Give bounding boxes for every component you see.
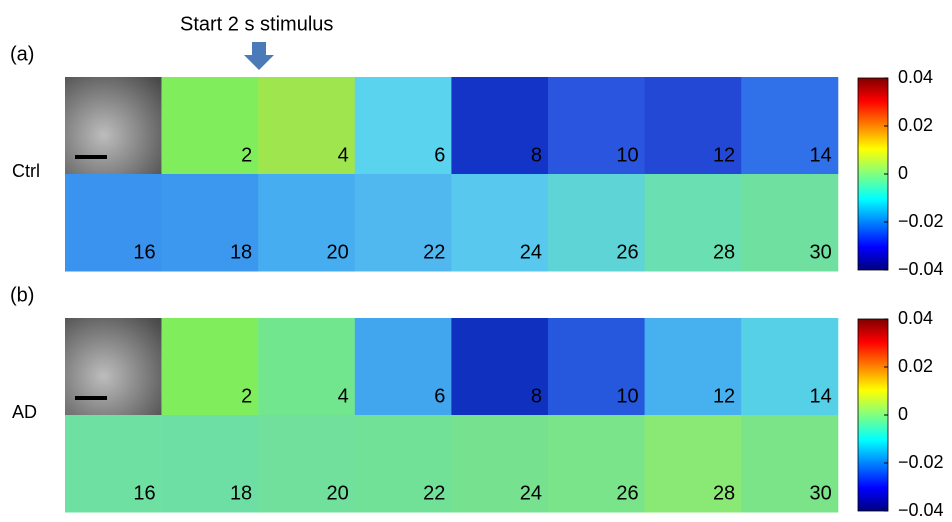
colorbar-tick-label: 0.04 [898, 308, 933, 328]
frame-label: 2 [241, 385, 252, 407]
reference-image [65, 318, 162, 415]
frame-image [548, 174, 646, 272]
frame-image [451, 318, 549, 416]
colorbar-tick-label: 0 [898, 404, 908, 424]
frame-label: 16 [133, 241, 155, 263]
frame-image [548, 415, 646, 513]
frame-label: 16 [133, 482, 155, 504]
row-label: Ctrl [12, 161, 40, 181]
frame-image [161, 77, 259, 175]
frame-label: 26 [616, 241, 638, 263]
frame-label: 6 [434, 385, 445, 407]
frame-image [161, 174, 259, 272]
frame-image [741, 77, 839, 175]
colorbar-tick-label: −0.04 [898, 500, 944, 517]
frame-image [548, 318, 646, 416]
colorbar-tick-label: −0.02 [898, 452, 944, 472]
frame-image [258, 318, 356, 416]
frame-image [354, 318, 452, 416]
colorbar-tick-label: −0.04 [898, 259, 944, 279]
frame-image [644, 318, 742, 416]
frame-label: 30 [810, 241, 832, 263]
frame-image [258, 415, 356, 513]
frame-image [354, 415, 452, 513]
colorbar-tick-label: −0.02 [898, 211, 944, 231]
frame-image [644, 415, 742, 513]
frame-label: 4 [338, 385, 349, 407]
frame-label: 18 [230, 241, 252, 263]
stimulus-arrow [244, 42, 274, 70]
frame-image [548, 77, 646, 175]
frame-image [354, 174, 452, 272]
frame-image [741, 318, 839, 416]
frame-label: 10 [616, 385, 638, 407]
frame-label: 8 [531, 144, 542, 166]
frame-label: 22 [423, 482, 445, 504]
frame-image [451, 415, 549, 513]
reference-image [65, 77, 162, 174]
frame-label: 18 [230, 482, 252, 504]
frame-label: 4 [338, 144, 349, 166]
panel-label: (a) [10, 43, 34, 65]
frame-image [741, 174, 839, 272]
colorbar-tick-label: 0 [898, 163, 908, 183]
frame-image [451, 77, 549, 175]
colorbar-tick-label: 0.04 [898, 67, 933, 87]
frame-image [65, 415, 163, 513]
colorbar [857, 77, 889, 271]
frame-image [161, 318, 259, 416]
row-label: AD [12, 402, 37, 422]
frame-label: 30 [810, 482, 832, 504]
frame-label: 26 [616, 482, 638, 504]
colorbar-tick-label: 0.02 [898, 356, 933, 376]
frame-label: 20 [327, 241, 349, 263]
frame-image [161, 415, 259, 513]
frame-label: 6 [434, 144, 445, 166]
frame-image [65, 174, 163, 272]
frame-image [741, 415, 839, 513]
frame-label: 24 [520, 482, 542, 504]
frame-label: 10 [616, 144, 638, 166]
frame-label: 2 [241, 144, 252, 166]
frame-image [354, 77, 452, 175]
frame-image [258, 77, 356, 175]
frame-label: 20 [327, 482, 349, 504]
frame-label: 14 [810, 144, 832, 166]
panel-label: (b) [10, 284, 34, 306]
frame-label: 12 [713, 144, 735, 166]
frame-image [644, 77, 742, 175]
frame-label: 12 [713, 385, 735, 407]
frame-label: 24 [520, 241, 542, 263]
frame-label: 14 [810, 385, 832, 407]
frame-label: 22 [423, 241, 445, 263]
frame-image [644, 174, 742, 272]
stimulus-annotation: Start 2 s stimulus [180, 13, 333, 35]
frame-image [258, 174, 356, 272]
frame-label: 28 [713, 241, 735, 263]
colorbar [857, 318, 889, 512]
frame-image [451, 174, 549, 272]
frame-label: 8 [531, 385, 542, 407]
frame-label: 28 [713, 482, 735, 504]
colorbar-tick-label: 0.02 [898, 115, 933, 135]
